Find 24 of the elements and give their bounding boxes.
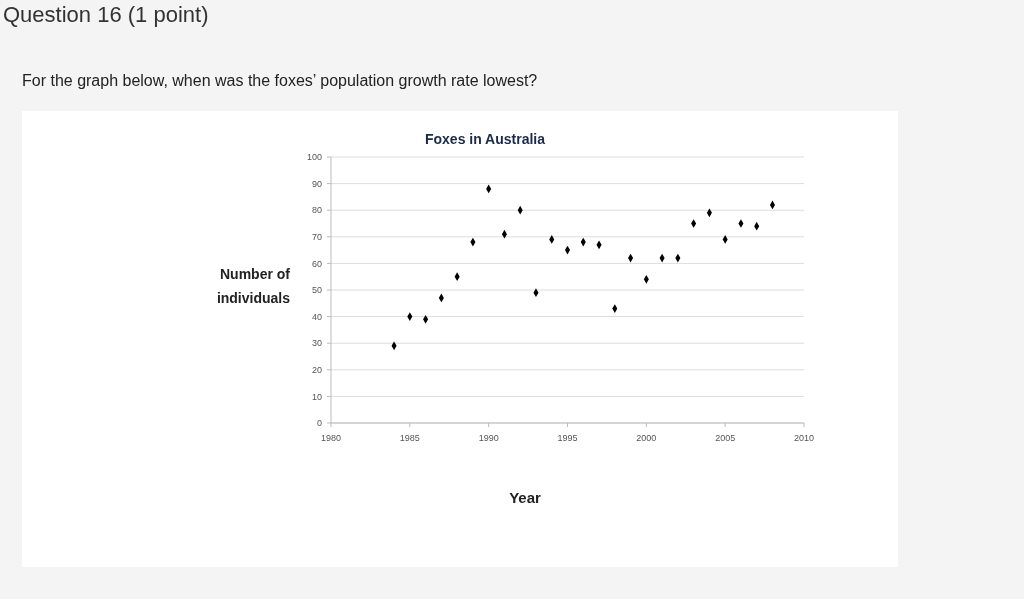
text: Question 16 (1 point) <box>3 2 209 27</box>
x-tick-label: 1990 <box>478 433 499 443</box>
y-tick-label: 100 <box>306 152 322 163</box>
x-tick-label: 2010 <box>793 433 815 443</box>
x-tick-label: 2000 <box>636 433 657 443</box>
x-tick-label: 1995 <box>557 433 578 443</box>
y-tick-label: 40 <box>311 311 322 322</box>
y-axis-title: Number of individuals <box>216 266 291 306</box>
y-tick-label: 0 <box>316 418 322 429</box>
point <box>564 245 571 255</box>
text: For the graph below, when was the foxes’ population growth rate lowest? <box>22 72 538 89</box>
x-tick-label: 2005 <box>715 433 736 443</box>
y-tick-label: 30 <box>311 338 322 349</box>
y-tick-label: 60 <box>311 258 322 269</box>
chart-title: Foxes in Australia <box>424 131 546 147</box>
x-tick-label: 1985 <box>399 433 420 443</box>
y-tick-label: 50 <box>311 285 322 296</box>
y-tick-label: 80 <box>311 205 322 216</box>
y-tick-label: 90 <box>311 178 322 189</box>
y-tick-label: 70 <box>311 231 322 242</box>
y-tick-label: 10 <box>311 391 322 402</box>
y-tick-label: 20 <box>311 364 322 375</box>
x-tick-label: 1980 <box>320 433 342 443</box>
x-axis-title: Year <box>509 489 542 506</box>
